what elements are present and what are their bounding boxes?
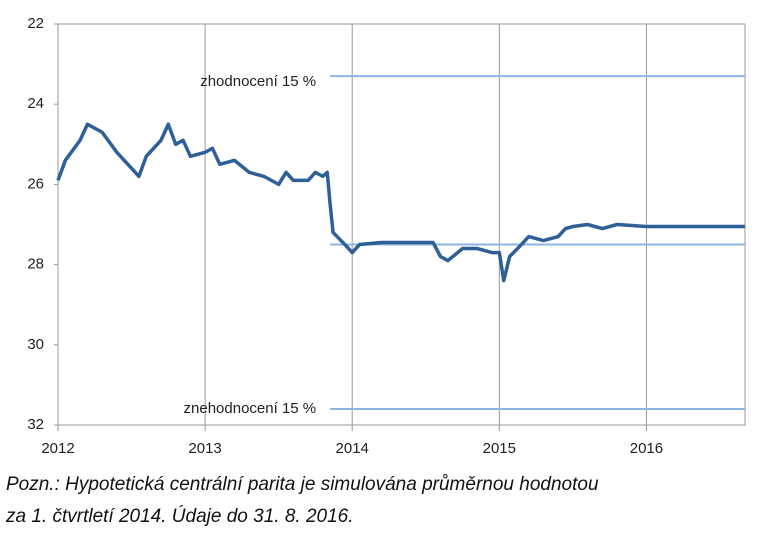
x-tick-label: 2014 [336, 440, 369, 457]
note: za 1. čtvrtletí 2014. Údaje do 31. 8. 20… [6, 506, 354, 527]
x-tick-label: 2012 [41, 440, 74, 457]
y-tick-label: 26 [27, 175, 44, 192]
x-tick-label: 2016 [630, 440, 663, 457]
y-tick-label: 32 [27, 416, 44, 433]
reference-label: zhodnocení 15 % [200, 73, 316, 90]
chart: 22 24 26 28 30 32 2012 2013 2014 2015 2016 zhodnoce… [27, 15, 746, 457]
x-tick-label: 2015 [483, 440, 516, 457]
note: Pozn.: Hypotetická centrální parita je s… [6, 474, 599, 495]
series-line [56, 122, 745, 283]
y-tick-label: 24 [27, 95, 44, 112]
y-tick-label: 22 [27, 15, 44, 32]
y-tick-label: 28 [27, 256, 44, 273]
y-tick-label: 30 [27, 336, 44, 353]
reference-label: znehodnocení 15 % [184, 400, 317, 417]
x-tick-label: 2013 [188, 440, 221, 457]
